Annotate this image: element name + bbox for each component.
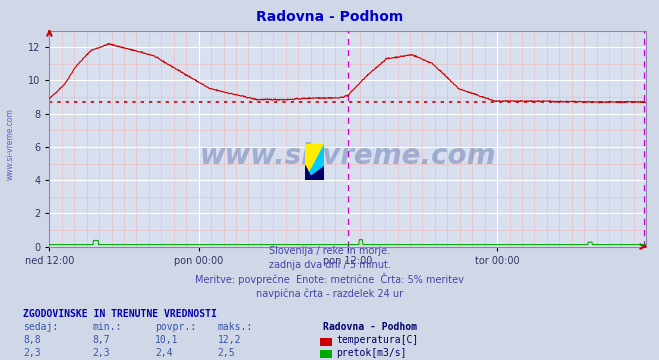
Text: 8,7: 8,7 [92,335,110,345]
Text: Slovenija / reke in morje.: Slovenija / reke in morje. [269,246,390,256]
Text: povpr.:: povpr.: [155,322,196,332]
Text: 2,3: 2,3 [92,348,110,358]
Polygon shape [305,166,324,180]
Polygon shape [305,144,324,180]
Text: sedaj:: sedaj: [23,322,58,332]
Text: 2,4: 2,4 [155,348,173,358]
Polygon shape [305,144,324,180]
Text: www.si-vreme.com: www.si-vreme.com [200,142,496,170]
Text: 12,2: 12,2 [217,335,241,345]
Text: min.:: min.: [92,322,122,332]
Text: 10,1: 10,1 [155,335,179,345]
Text: Radovna - Podhom: Radovna - Podhom [256,10,403,24]
Text: navpična črta - razdelek 24 ur: navpična črta - razdelek 24 ur [256,288,403,299]
Text: Meritve: povprečne  Enote: metrične  Črta: 5% meritev: Meritve: povprečne Enote: metrične Črta:… [195,273,464,285]
Text: www.si-vreme.com: www.si-vreme.com [5,108,14,180]
Text: 8,8: 8,8 [23,335,41,345]
Text: temperatura[C]: temperatura[C] [336,335,418,345]
Text: 2,3: 2,3 [23,348,41,358]
Text: pretok[m3/s]: pretok[m3/s] [336,348,407,358]
Text: zadnja dva dni / 5 minut.: zadnja dva dni / 5 minut. [269,260,390,270]
Polygon shape [305,166,312,180]
Text: maks.:: maks.: [217,322,252,332]
Text: Radovna - Podhom: Radovna - Podhom [323,322,417,332]
Text: ZGODOVINSKE IN TRENUTNE VREDNOSTI: ZGODOVINSKE IN TRENUTNE VREDNOSTI [23,309,217,319]
Text: 2,5: 2,5 [217,348,235,358]
